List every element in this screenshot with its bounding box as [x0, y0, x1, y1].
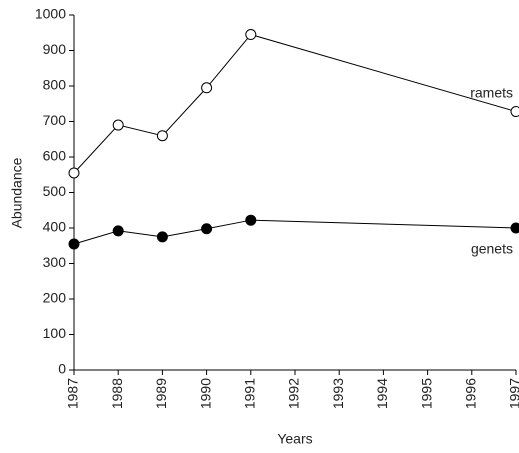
series-label: genets [471, 241, 513, 257]
data-point [156, 231, 168, 243]
data-point [510, 222, 519, 234]
series-label: ramets [470, 84, 513, 100]
data-point [510, 106, 519, 118]
x-tick-label: 1995 [418, 378, 434, 409]
x-tick-label: 1993 [330, 378, 346, 409]
y-tick-label: 900 [43, 41, 67, 57]
x-tick-label: 1989 [153, 378, 169, 409]
x-tick-label: 1996 [463, 378, 479, 409]
x-tick-label: 1991 [242, 378, 258, 409]
data-point [112, 119, 124, 131]
y-tick-label: 400 [43, 219, 67, 235]
x-tick-label: 1992 [286, 378, 302, 409]
data-point [112, 225, 124, 237]
data-point [68, 167, 80, 179]
y-tick-label: 600 [43, 148, 67, 164]
x-tick-label: 1994 [374, 378, 390, 409]
series-line [73, 33, 517, 174]
y-tick-label: 100 [43, 325, 67, 341]
data-point [68, 238, 80, 250]
y-tick-label: 0 [58, 361, 66, 377]
series-line [73, 219, 517, 245]
y-tick-label: 700 [43, 112, 67, 128]
y-tick-label: 1000 [35, 6, 66, 22]
data-point [245, 29, 257, 41]
data-point [156, 130, 168, 142]
y-tick-label: 200 [43, 290, 67, 306]
y-tick-label: 800 [43, 77, 67, 93]
data-point [245, 214, 257, 226]
data-point [201, 223, 213, 235]
x-tick-label: 1987 [65, 378, 81, 409]
y-tick-label: 500 [43, 183, 67, 199]
y-tick-label: 300 [43, 254, 67, 270]
y-axis-title: Abundance [9, 157, 25, 228]
x-tick-label: 1990 [197, 378, 213, 409]
data-point [201, 82, 213, 94]
x-tick-label: 1997 [507, 378, 519, 409]
x-axis-title: Years [277, 431, 312, 447]
x-tick-label: 1988 [109, 378, 125, 409]
